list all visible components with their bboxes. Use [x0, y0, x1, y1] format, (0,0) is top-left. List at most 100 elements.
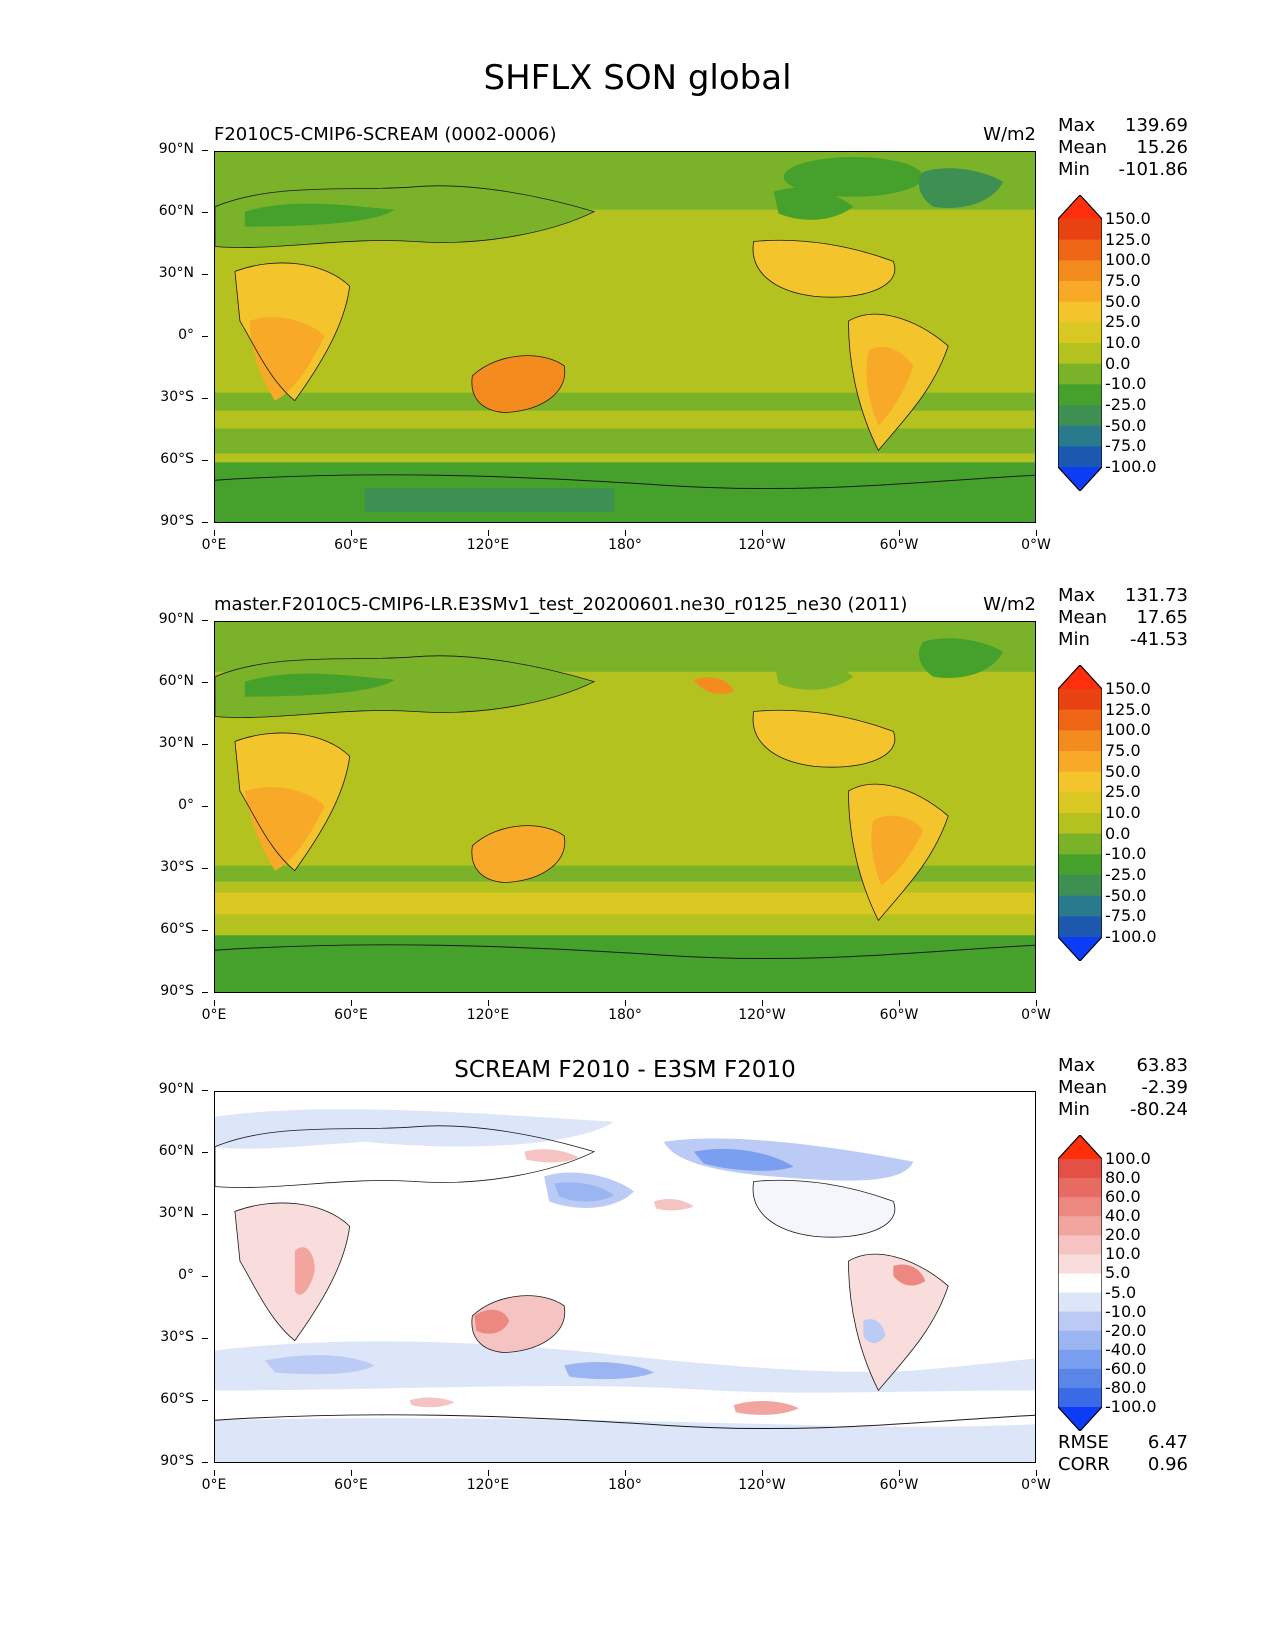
- stats-box: Max 139.69 Mean 15.26 Min -101.86: [1058, 115, 1188, 181]
- lat-tick: 90°N: [146, 141, 208, 157]
- colorbar-tick-label: 50.0: [1105, 291, 1141, 311]
- colorbar-band: [1058, 875, 1102, 897]
- stat-max-value: 63.83: [1136, 1055, 1188, 1076]
- colorbar-tick-label: 0.0: [1105, 353, 1131, 373]
- lon-tick: 120°E: [448, 530, 528, 553]
- colorbar-tick-label: -10.0: [1105, 1301, 1147, 1321]
- lon-tick: 120°E: [448, 1470, 528, 1493]
- colorbar-extend-min: [1058, 1407, 1102, 1431]
- colorbar-diff: [1058, 1135, 1102, 1431]
- colorbar-band: [1058, 1368, 1102, 1389]
- lat-tick: 60°S: [146, 451, 208, 467]
- colorbar-band: [1058, 1273, 1102, 1294]
- colorbar-tick-label: -20.0: [1105, 1320, 1147, 1340]
- diff-extra-stats: RMSE 6.47 CORR 0.96: [1058, 1432, 1188, 1476]
- colorbar-band: [1058, 751, 1102, 773]
- colorbar-tick-label: -10.0: [1105, 844, 1147, 864]
- colorbar-band: [1058, 1387, 1102, 1408]
- colorbar-tick-label: -60.0: [1105, 1358, 1147, 1378]
- stat-mean-value: 15.26: [1136, 137, 1188, 158]
- lon-tick: 0°W: [996, 1470, 1076, 1493]
- stat-min-label: Min: [1058, 629, 1090, 650]
- stat-mean-label: Mean: [1058, 607, 1108, 628]
- lat-tick: 60°N: [146, 1143, 208, 1159]
- stat-mean-value: -2.39: [1141, 1077, 1188, 1098]
- rmse-label: RMSE: [1058, 1432, 1109, 1453]
- colorbar-band: [1058, 1178, 1102, 1198]
- stat-min-value: -101.86: [1118, 159, 1188, 180]
- colorbar-tick-label: 5.0: [1105, 1263, 1131, 1283]
- corr-label: CORR: [1058, 1454, 1110, 1475]
- lon-tick: 60°W: [859, 530, 939, 553]
- colorbar-tick-label: -75.0: [1105, 436, 1147, 456]
- colorbar-tick-label: 0.0: [1105, 823, 1131, 843]
- lat-tick: 90°S: [146, 983, 208, 999]
- colorbar-band: [1058, 281, 1102, 303]
- panel-title: F2010C5-CMIP6-SCREAM (0002-0006): [214, 124, 557, 145]
- colorbar-tick-label: 75.0: [1105, 271, 1141, 290]
- colorbar-graphic: [1058, 665, 1102, 961]
- lon-tick: 60°E: [311, 1470, 391, 1493]
- lat-tick: 90°S: [146, 1453, 208, 1469]
- map-field-ref: [215, 622, 1035, 992]
- stat-mean-value: 17.65: [1136, 607, 1188, 628]
- lon-tick: 120°W: [722, 530, 802, 553]
- panel-title: SCREAM F2010 - E3SM F2010: [454, 1057, 796, 1083]
- lat-tick: 60°N: [146, 673, 208, 689]
- colorbar-tick-label: 150.0: [1105, 679, 1151, 698]
- colorbar-test: [1058, 195, 1102, 491]
- colorbar-band: [1058, 1235, 1102, 1255]
- stat-max-label: Max: [1058, 1055, 1096, 1076]
- lon-tick: 120°E: [448, 1000, 528, 1023]
- colorbar-tick-label: 10.0: [1105, 803, 1141, 822]
- colorbar-band: [1058, 1254, 1102, 1274]
- colorbar-tick-label: 25.0: [1105, 782, 1141, 802]
- colorbar-extend-max: [1058, 665, 1102, 689]
- colorbar-band: [1058, 771, 1102, 793]
- map-diff: [214, 1091, 1036, 1463]
- colorbar-tick-label: -50.0: [1105, 415, 1147, 435]
- corr-value: 0.96: [1147, 1454, 1188, 1475]
- colorbar-band: [1058, 343, 1102, 365]
- lon-tick: 120°W: [722, 1000, 802, 1023]
- colorbar-tick-label: -40.0: [1105, 1339, 1147, 1359]
- stat-max-label: Max: [1058, 585, 1096, 606]
- stat-mean-label: Mean: [1058, 137, 1108, 158]
- colorbar-tick-label: 25.0: [1105, 312, 1141, 332]
- colorbar-band: [1058, 363, 1102, 385]
- lon-tick: 180°: [585, 1000, 665, 1023]
- lat-tick: 30°N: [146, 735, 208, 751]
- stats-box: Max 131.73 Mean 17.65 Min -41.53: [1058, 585, 1188, 651]
- colorbar-band: [1058, 219, 1102, 241]
- stat-max-value: 131.73: [1125, 585, 1188, 606]
- panel-ref: master.F2010C5-CMIP6-LR.E3SMv1_test_2020…: [0, 585, 1275, 1045]
- colorbar-band: [1058, 792, 1102, 814]
- colorbar-band: [1058, 833, 1102, 855]
- colorbar-band: [1058, 1311, 1102, 1332]
- colorbar-band: [1058, 1197, 1102, 1217]
- lon-tick: 0°E: [174, 530, 254, 553]
- colorbar-tick-label: -100.0: [1105, 1397, 1157, 1416]
- map-ref: [214, 621, 1036, 993]
- map-field-diff: [215, 1092, 1035, 1462]
- colorbar-band: [1058, 239, 1102, 261]
- lat-tick: 30°S: [146, 389, 208, 405]
- colorbar-tick-label: -10.0: [1105, 374, 1147, 394]
- lat-tick: 0°: [146, 327, 208, 343]
- colorbar-tick-label: 75.0: [1105, 741, 1141, 760]
- lon-tick: 120°W: [722, 1470, 802, 1493]
- lat-tick: 30°S: [146, 1329, 208, 1345]
- colorbar-tick-label: 40.0: [1105, 1206, 1141, 1226]
- rmse-value: 6.47: [1147, 1432, 1188, 1453]
- colorbar-tick-label: -25.0: [1105, 865, 1147, 884]
- units-label: W/m2: [983, 594, 1036, 615]
- lon-tick: 180°: [585, 530, 665, 553]
- colorbar-tick-label: 60.0: [1105, 1187, 1141, 1207]
- colorbar-tick-label: 50.0: [1105, 761, 1141, 781]
- colorbar-band: [1058, 384, 1102, 406]
- colorbar-band: [1058, 1330, 1102, 1351]
- colorbar-band: [1058, 854, 1102, 876]
- colorbar-band: [1058, 1159, 1102, 1179]
- lat-tick: 30°S: [146, 859, 208, 875]
- colorbar-graphic: [1058, 195, 1102, 491]
